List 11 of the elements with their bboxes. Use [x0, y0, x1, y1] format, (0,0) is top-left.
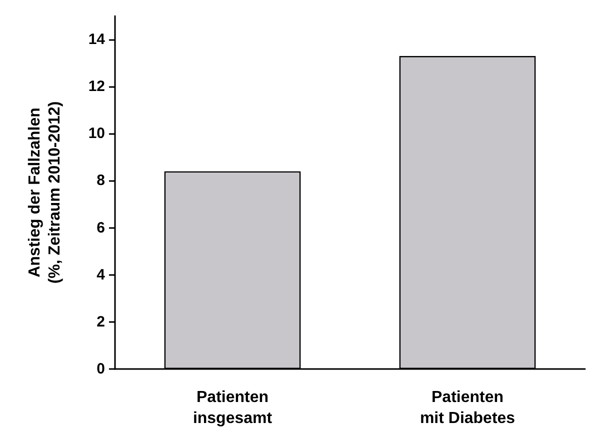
x-tick-label: Patienten insgesamt: [192, 389, 273, 427]
y-tick-label: 14: [88, 31, 106, 48]
y-tick-label: 10: [88, 125, 105, 142]
y-tick-label: 6: [96, 219, 105, 236]
x-tick-label: Patienten mit Diabetes: [420, 389, 516, 427]
y-tick-label: 4: [96, 266, 106, 284]
y-tick-label: 12: [88, 78, 105, 96]
y-tick-label: 2: [96, 313, 105, 330]
y-axis-title: Anstieg der Fallzahlen (%, Zeitraum 2010-2012): [26, 101, 64, 284]
y-tick-label: 0: [96, 360, 105, 378]
y-tick-label: 8: [96, 172, 105, 190]
